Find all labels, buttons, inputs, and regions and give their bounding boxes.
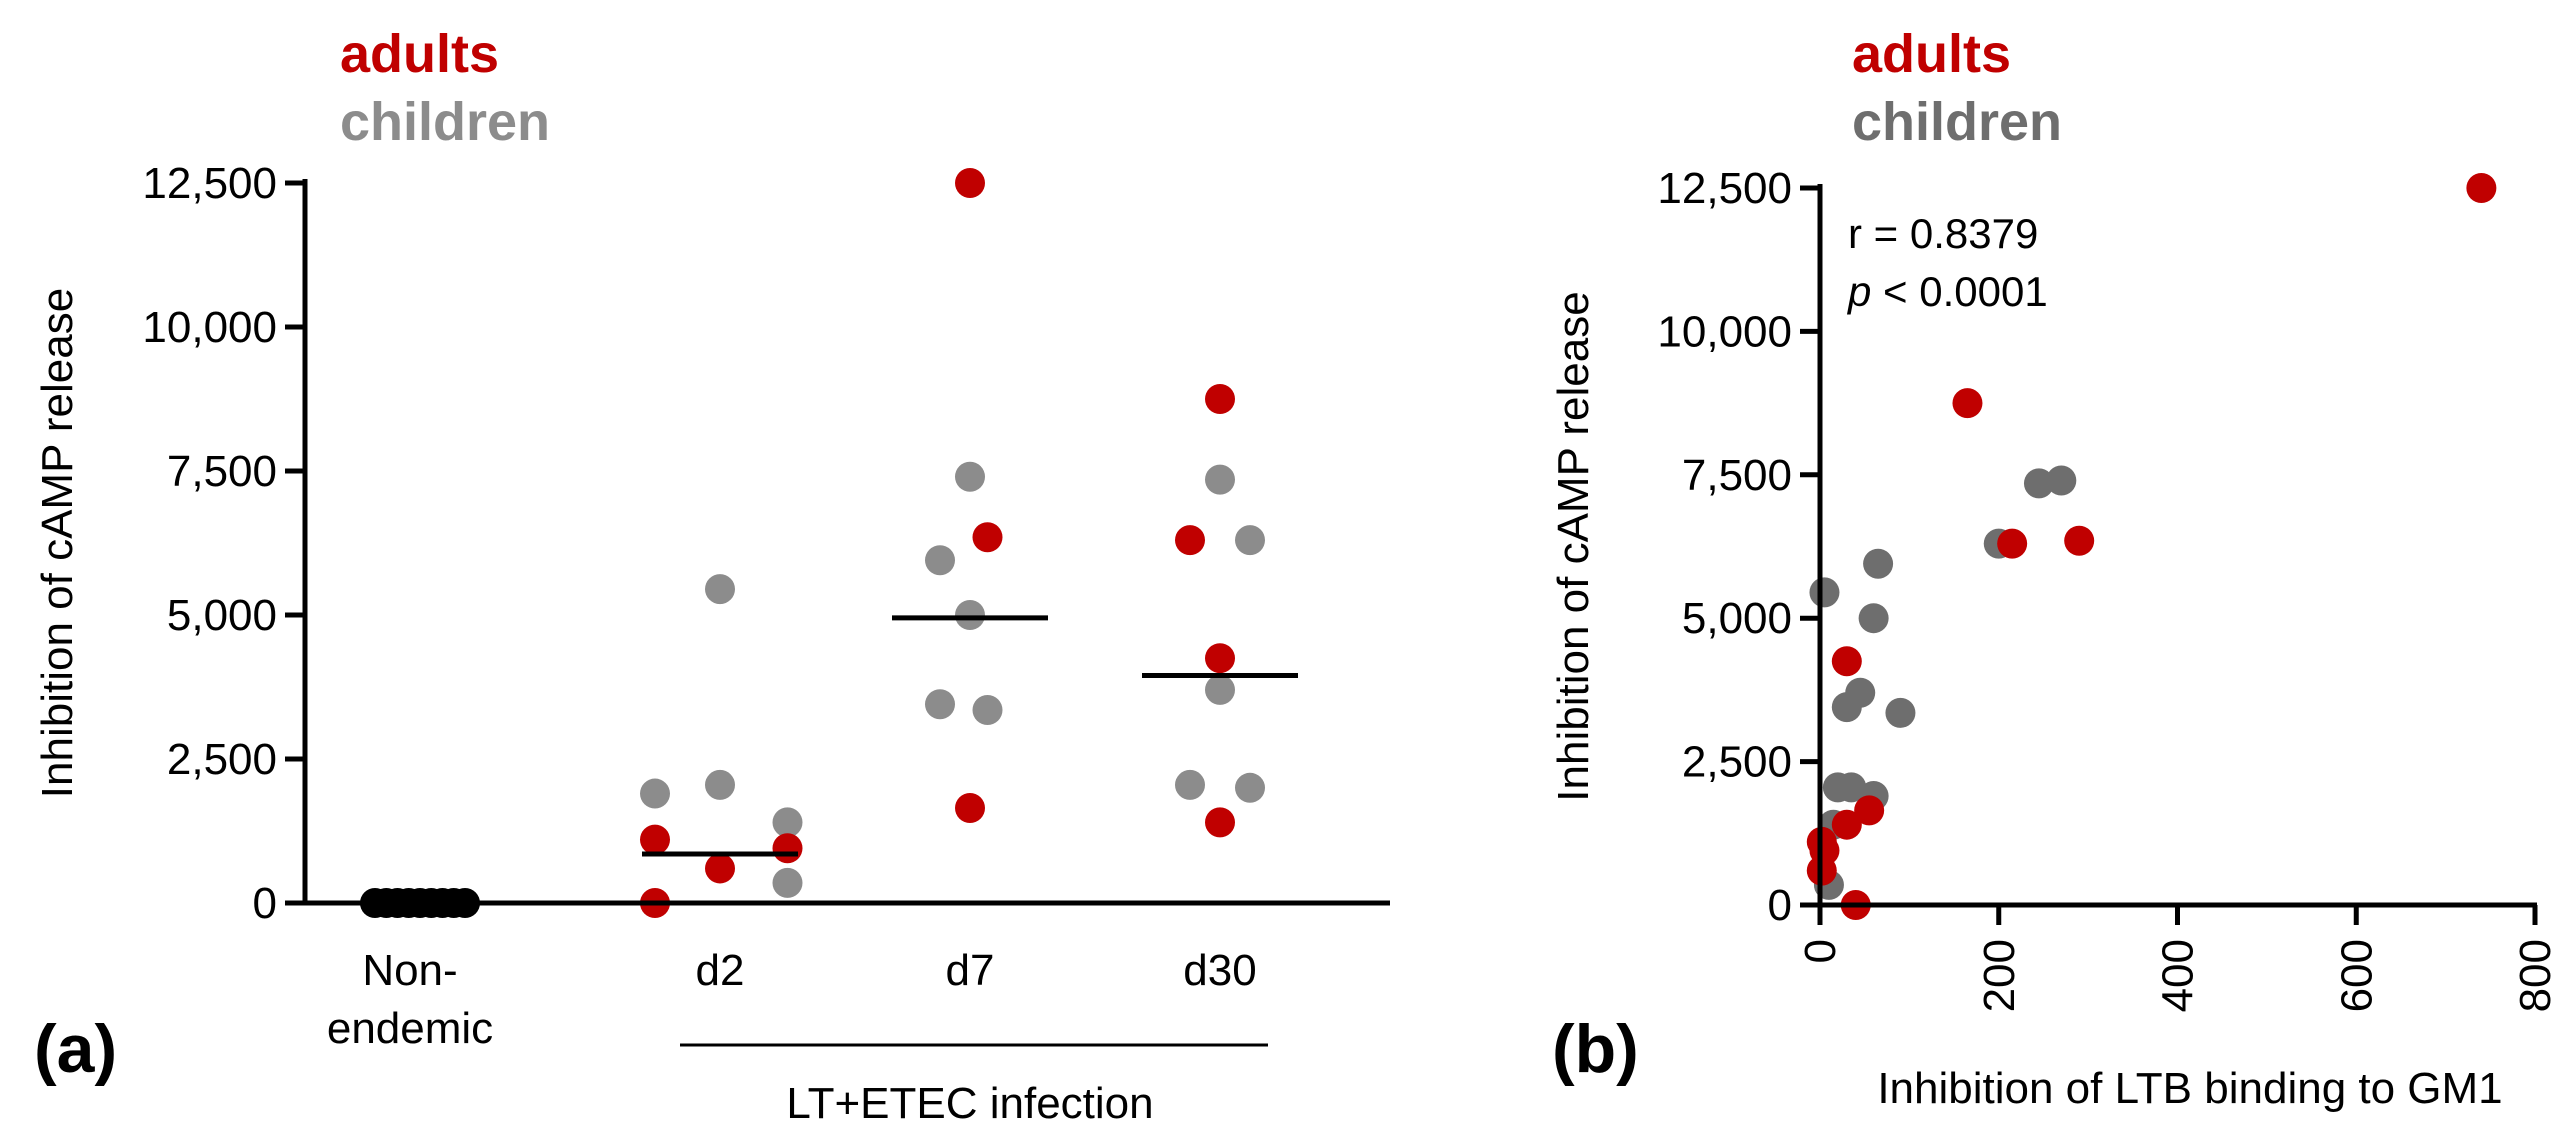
y-tick-label: 5,000 [167,591,277,640]
y-axis-label-b: Inhibition of cAMP release [1549,291,1598,801]
legend-children-b: children [1852,92,2062,152]
x-tick-label: 600 [2332,939,2381,1012]
data-point-adults [955,792,985,823]
x-tick-label: 200 [1975,939,2024,1012]
data-point-adults [1831,809,1862,840]
y-tick-label: 10,000 [142,303,277,352]
p-value-text: p < 0.0001 [1846,268,2048,315]
y-tick-label: 12,500 [142,159,277,208]
data-point-adults [1175,525,1205,556]
data-points-a [360,168,1265,918]
data-point-children [640,778,670,809]
category-label: d30 [1183,946,1256,995]
data-point-children [1858,603,1889,634]
data-point-children [1175,769,1205,800]
data-point-children [1831,692,1862,723]
y-tick-label: 2,500 [1682,738,1792,787]
data-point-children [772,807,803,838]
data-point-children [925,689,955,720]
panel-label-b: (b) [1552,1011,1639,1087]
panel-label-a: (a) [34,1011,117,1087]
p-value-rest: < 0.0001 [1871,268,2047,315]
data-point-children [705,574,735,605]
data-point-children [1235,525,1265,556]
data-point-adults [772,833,803,864]
data-point-children [772,867,803,898]
data-point-children [1863,548,1894,579]
data-point-children [1235,772,1265,803]
category-label: d7 [946,946,995,995]
data-point-children [1885,697,1916,728]
data-point-children [955,600,985,630]
legend-children-a: children [340,92,550,152]
y-tick-label: 12,500 [1657,164,1792,213]
data-point-adults [1952,388,1983,419]
x-tick-label: 0 [1796,939,1845,963]
group-bracket-label: LT+ETEC infection [786,1079,1153,1128]
data-points-b [1806,173,2497,920]
data-point-adults [1854,795,1885,826]
data-point-adults [2466,173,2497,203]
data-point-adults [972,522,1003,553]
x-axis-label-b: Inhibition of LTB binding to GM1 [1877,1064,2502,1113]
correlation-r-text: r = 0.8379 [1848,210,2038,257]
x-tick-label: 800 [2511,939,2560,1012]
legend-adults-b: adults [1852,24,2011,84]
x-axis-ticks-b: 0 200 400 600 800 [1796,905,2560,1012]
data-point-adults [1205,643,1235,674]
data-point-adults [705,853,735,884]
legend-adults-a: adults [340,24,499,84]
y-tick-label: 10,000 [1657,307,1792,356]
y-tick-label: 7,500 [1682,451,1792,500]
y-axis-ticks-b: 0 2,500 5,000 7,500 10,000 12,500 [1657,164,1820,930]
y-tick-label: 0 [253,879,277,928]
data-point-children [2023,468,2054,499]
data-point-children [1205,464,1235,495]
data-point-adults [1997,528,2028,559]
x-tick-label: 400 [2154,939,2203,1012]
y-axis-ticks-a: 0 2,500 5,000 7,500 10,000 12,500 [142,159,305,928]
category-label: d2 [696,946,745,995]
panel-a-chart: adults children 0 2,500 5,000 7,500 10,000 12… [33,24,1390,1128]
data-point-children [2046,465,2077,496]
data-point-children [925,545,955,576]
data-point-adults [1831,646,1862,677]
data-point-adults [955,168,985,198]
panel-b-chart: adults children 0 2,500 5,000 7,500 10,000 12… [1549,24,2560,1113]
y-tick-label: 0 [1768,881,1792,930]
median-lines-a [642,615,1298,857]
data-point-adults [640,824,670,855]
data-point-children [955,461,985,492]
data-point-children [1809,577,1840,608]
y-tick-label: 5,000 [1682,594,1792,643]
y-tick-label: 2,500 [167,735,277,784]
data-point-children [705,769,735,800]
data-point-adults [1205,807,1235,838]
y-tick-label: 7,500 [167,447,277,496]
y-axis-label-a: Inhibition of cAMP release [33,288,82,798]
category-label: endemic [327,1004,493,1053]
p-symbol: p [1846,268,1871,315]
data-point-adults [1205,384,1235,414]
data-point-adults [2064,525,2095,556]
data-point-children [972,695,1003,726]
category-labels-a: Non-endemic d2 d7 d30 [327,946,1257,1053]
category-label: Non- [362,946,457,995]
data-point-children [1205,674,1235,705]
